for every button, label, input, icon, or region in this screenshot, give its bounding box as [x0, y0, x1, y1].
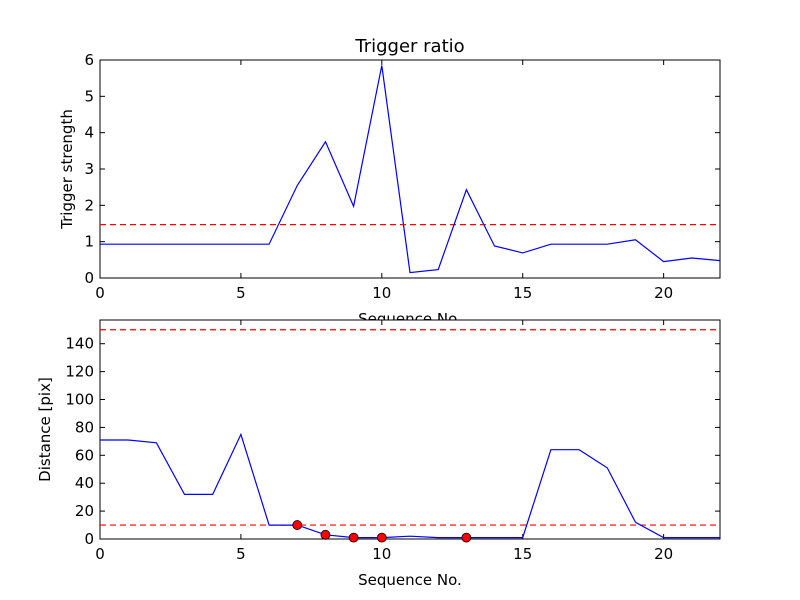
x-tick-label: 15 — [513, 284, 532, 302]
y-tick-label: 0 — [84, 530, 94, 548]
x-tick-label: 20 — [654, 545, 673, 563]
y-tick-label: 6 — [84, 51, 94, 69]
y-axis-label: Distance [pix] — [36, 377, 54, 482]
y-tick-label: 40 — [75, 474, 94, 492]
axes-frame — [99, 319, 721, 540]
x-tick-label: 0 — [95, 284, 105, 302]
y-tick-label: 140 — [65, 335, 94, 353]
chart-title: Trigger ratio — [354, 36, 464, 57]
data-point-marker — [320, 529, 331, 540]
x-axis-label: Sequence No. — [358, 571, 462, 589]
data-point-marker — [376, 532, 387, 543]
series-line — [100, 65, 721, 274]
y-tick-label: 0 — [84, 269, 94, 287]
x-tick-label: 15 — [513, 545, 532, 563]
y-tick-label: 2 — [84, 196, 94, 214]
y-tick-label: 4 — [84, 124, 94, 142]
x-tick-label: 5 — [236, 284, 246, 302]
y-tick-label: 20 — [75, 502, 94, 520]
x-tick-label: 0 — [95, 545, 105, 563]
x-tick-label: 20 — [654, 284, 673, 302]
y-tick-label: 5 — [84, 87, 94, 105]
data-point-marker — [348, 532, 359, 543]
data-point-marker — [292, 520, 303, 530]
data-point-marker — [461, 532, 472, 543]
y-tick-label: 80 — [75, 418, 94, 436]
axes-frame — [99, 59, 721, 279]
x-tick-label: 5 — [236, 545, 246, 563]
y-axis-label: Trigger strength — [58, 109, 76, 230]
series-line — [100, 432, 720, 539]
y-tick-label: 60 — [75, 446, 94, 464]
y-tick-label: 1 — [84, 233, 94, 251]
y-tick-label: 100 — [65, 391, 94, 409]
y-tick-label: 120 — [65, 363, 94, 381]
bottom-axes: 0 5 10 15 20 0 20 40 60 80 100 120 140 Sequence No. Di… — [36, 319, 721, 589]
y-tick-label: 3 — [84, 160, 94, 178]
x-tick-label: 10 — [372, 284, 391, 302]
x-tick-label: 10 — [372, 545, 391, 563]
